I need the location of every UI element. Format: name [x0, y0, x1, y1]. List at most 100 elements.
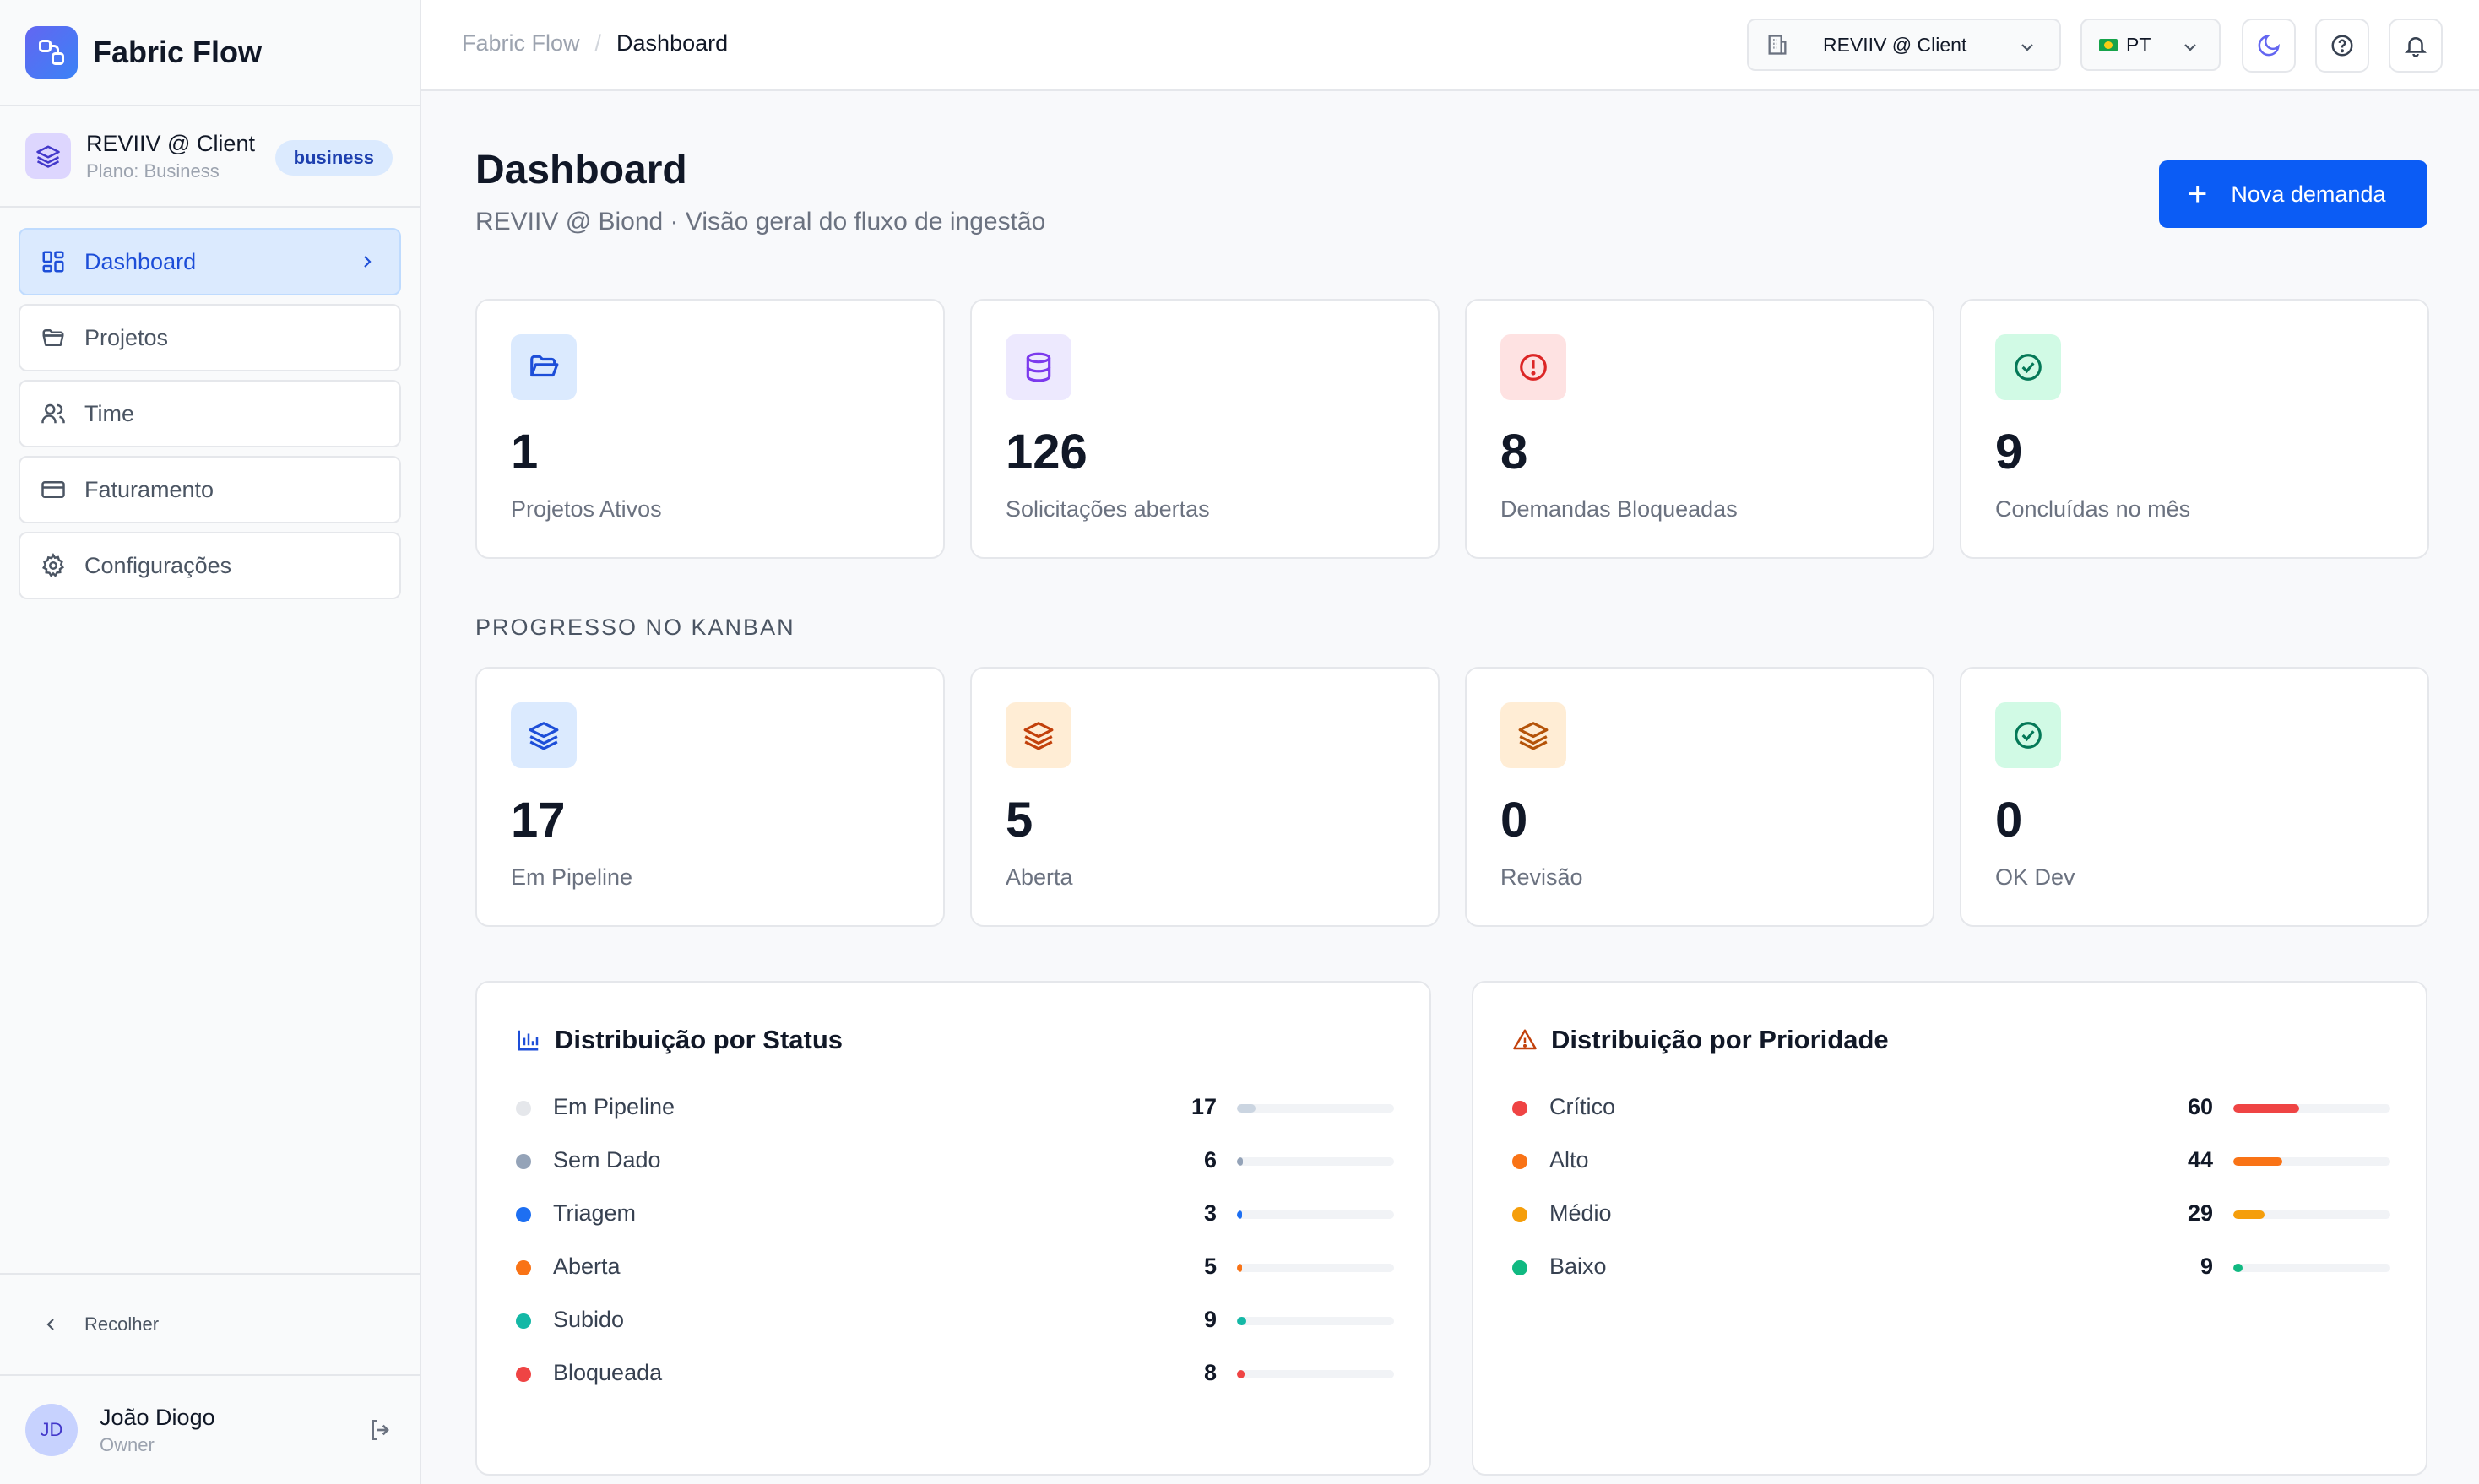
page-subtitle: REVIIV @ Biond · Visão geral do fluxo de… [475, 208, 1046, 236]
folder-open-icon [511, 334, 577, 400]
brand[interactable]: Fabric Flow [0, 0, 420, 106]
progress-fill [1237, 1157, 1244, 1166]
gear-icon [42, 553, 64, 577]
progress-fill [2233, 1210, 2265, 1219]
progress-track [1237, 1210, 1394, 1219]
notifications-button[interactable] [2389, 19, 2443, 73]
status-row: Subido 9 [516, 1303, 1394, 1337]
legend-dot [516, 1207, 531, 1222]
progress-fill [1237, 1264, 1242, 1272]
legend-dot [516, 1101, 531, 1116]
topbar: Fabric Flow / Dashboard REVIIV @ Client … [421, 0, 2479, 91]
stat-label: Concluídas no mês [1995, 496, 2191, 522]
sidebar: Fabric Flow REVIIV @ Client Plano: Busin… [0, 0, 421, 1484]
plan-badge: business [274, 140, 393, 176]
priority-row: Baixo 9 [1512, 1250, 2390, 1284]
priority-label: Crítico [1549, 1094, 1616, 1119]
logout-icon[interactable] [367, 1416, 394, 1443]
users-icon [41, 403, 65, 424]
breadcrumb-separator: / [594, 30, 602, 56]
kanban-card-ok-dev[interactable]: 0 OK Dev [1960, 667, 2429, 927]
legend-dot [1512, 1260, 1527, 1275]
language-select[interactable]: PT [2080, 19, 2221, 71]
org-select[interactable]: REVIIV @ Client [1747, 19, 2061, 71]
progress-fill [2233, 1264, 2243, 1272]
progress-track [2233, 1157, 2390, 1166]
org-select-value: REVIIV @ Client [1823, 33, 1967, 56]
status-label: Sem Dado [553, 1147, 661, 1173]
chevron-right-icon [364, 256, 372, 268]
user-profile[interactable]: JD João Diogo Owner [0, 1374, 420, 1484]
layers-icon [1500, 702, 1566, 768]
priority-row: Alto 44 [1512, 1144, 2390, 1178]
sidebar-item-faturamento[interactable]: Faturamento [19, 456, 401, 523]
sidebar-item-configuracoes[interactable]: Configurações [19, 532, 401, 599]
database-icon [1006, 334, 1071, 400]
sidebar-item-label: Faturamento [84, 476, 214, 502]
breadcrumb-current: Dashboard [616, 30, 729, 56]
status-value: 5 [1203, 1254, 1217, 1279]
legend-dot [1512, 1101, 1527, 1116]
language-select-value: PT [2126, 33, 2151, 56]
tenant-plan: Plano: Business [86, 160, 220, 181]
status-value: 17 [1191, 1094, 1217, 1119]
sidebar-item-projetos[interactable]: Projetos [19, 304, 401, 371]
status-panel-title: Distribuição por Status [555, 1025, 844, 1054]
progress-track [2233, 1104, 2390, 1113]
kanban-section-title: PROGRESSO NO KANBAN [475, 615, 795, 640]
kanban-value: 0 [1500, 793, 1528, 848]
progress-track [1237, 1264, 1394, 1272]
folder-icon [42, 329, 64, 346]
building-icon [1768, 35, 1787, 55]
priority-row: Médio 29 [1512, 1197, 2390, 1231]
progress-track [1237, 1104, 1394, 1113]
sidebar-nav: Dashboard Projetos Time Faturamento Conf… [0, 208, 420, 599]
stat-card-projetos-ativos: 1 Projetos Ativos [475, 299, 945, 559]
chevron-left-icon [46, 1319, 54, 1330]
kanban-card-em-pipeline[interactable]: 17 Em Pipeline [475, 667, 945, 927]
legend-dot [516, 1260, 531, 1275]
avatar: JD [25, 1404, 78, 1456]
user-role: Owner [100, 1433, 155, 1455]
status-label: Triagem [553, 1200, 637, 1226]
new-demand-label: Nova demanda [2231, 181, 2386, 207]
tenant-switcher[interactable]: REVIIV @ Client Plano: Business business [0, 106, 420, 208]
priority-label: Baixo [1549, 1254, 1607, 1279]
sidebar-item-label: Configurações [84, 552, 232, 578]
priority-value: 29 [2187, 1200, 2213, 1226]
stat-label: Demandas Bloqueadas [1500, 496, 1738, 522]
theme-toggle-button[interactable] [2242, 19, 2296, 73]
status-label: Bloqueada [553, 1360, 663, 1385]
status-label: Em Pipeline [553, 1094, 675, 1119]
user-name: João Diogo [100, 1404, 215, 1430]
credit-card-icon [41, 481, 65, 498]
sidebar-item-time[interactable]: Time [19, 380, 401, 447]
stat-value: 8 [1500, 425, 1528, 479]
stat-label: Solicitações abertas [1006, 496, 1210, 522]
kanban-card-revisao[interactable]: 0 Revisão [1465, 667, 1934, 927]
kanban-card-aberta[interactable]: 5 Aberta [970, 667, 1440, 927]
progress-fill [2233, 1157, 2282, 1166]
status-value: 6 [1203, 1147, 1217, 1173]
grid-icon [42, 251, 64, 273]
progress-track [1237, 1157, 1394, 1166]
progress-fill [1237, 1317, 1247, 1325]
collapse-label: Recolher [84, 1313, 160, 1335]
sidebar-item-label: Projetos [84, 324, 169, 350]
new-demand-button[interactable]: + Nova demanda [2159, 160, 2427, 228]
plus-icon: + [2188, 176, 2208, 213]
sidebar-item-label: Dashboard [84, 248, 197, 274]
breadcrumb-root[interactable]: Fabric Flow [462, 30, 580, 56]
moon-icon [2258, 35, 2280, 57]
stat-label: Projetos Ativos [511, 496, 662, 522]
status-row: Bloqueada 8 [516, 1357, 1394, 1390]
main-content: Dashboard REVIIV @ Biond · Visão geral d… [421, 91, 2479, 1484]
tenant-name: REVIIV @ Client [86, 130, 255, 156]
collapse-sidebar-button[interactable]: Recolher [0, 1273, 420, 1374]
legend-dot [1512, 1154, 1527, 1169]
help-button[interactable] [2315, 19, 2369, 73]
sidebar-item-dashboard[interactable]: Dashboard [19, 228, 401, 295]
layers-icon [25, 133, 71, 179]
priority-value: 9 [2200, 1254, 2213, 1279]
chevron-down-icon [2021, 44, 2033, 51]
